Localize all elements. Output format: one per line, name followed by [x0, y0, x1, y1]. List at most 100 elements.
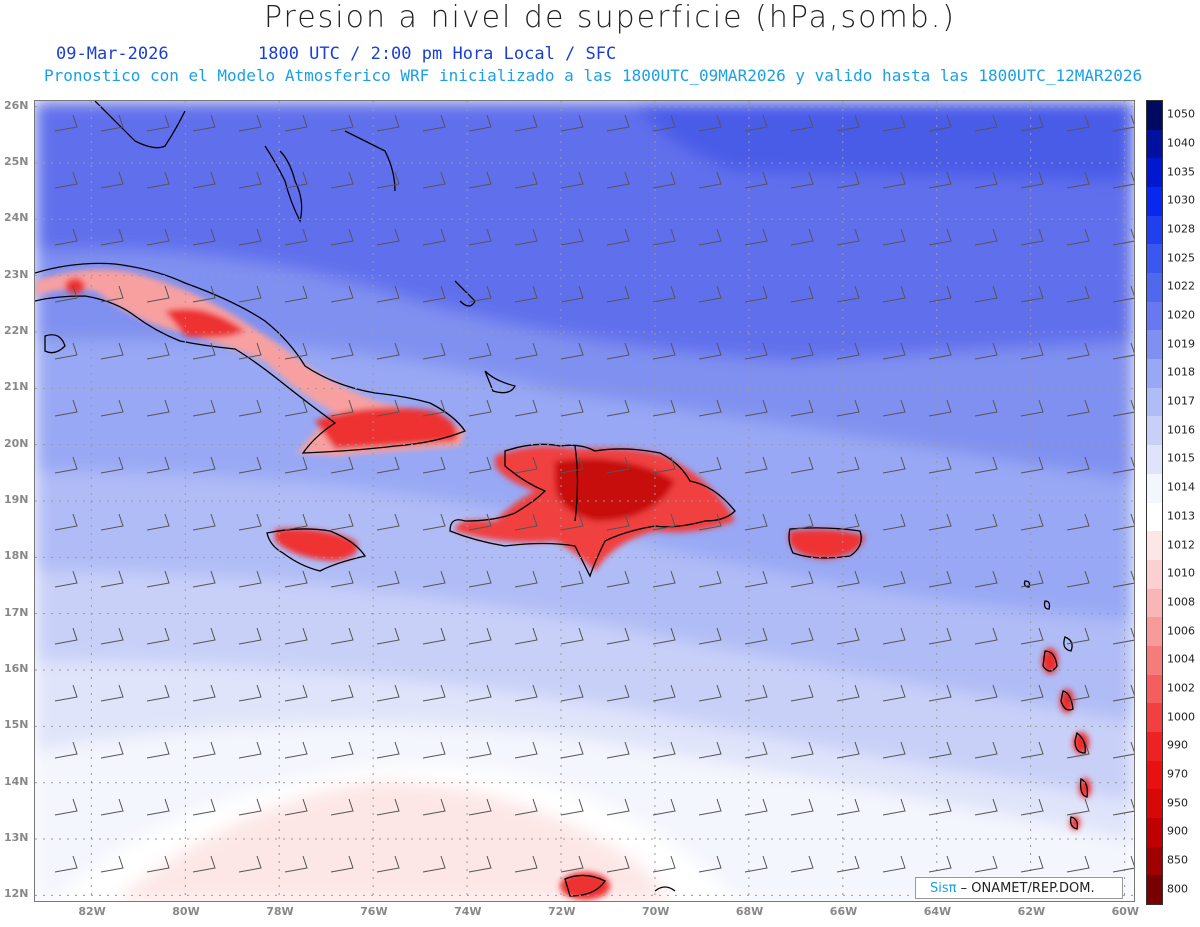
wind-barb — [422, 513, 446, 531]
wind-barb — [652, 627, 676, 645]
wind-barb — [54, 456, 78, 474]
wind-barb — [330, 684, 354, 702]
colorbar-level-label: 1028 — [1167, 222, 1195, 236]
wind-barb — [606, 570, 630, 588]
wind-barb — [698, 570, 722, 588]
wind-barb — [882, 684, 906, 702]
colorbar-level-label: 850 — [1167, 853, 1188, 867]
wind-barb — [284, 798, 308, 816]
wind-barb — [652, 171, 676, 189]
wind-barb — [974, 570, 998, 588]
wind-barb — [974, 114, 998, 132]
wind-barb — [100, 513, 124, 531]
wind-barb — [698, 285, 722, 303]
wind-barb — [514, 798, 538, 816]
wind-barb — [422, 171, 446, 189]
wind-barb — [192, 456, 216, 474]
wind-barb — [1020, 114, 1044, 132]
wind-barb — [882, 285, 906, 303]
wind-barb — [146, 342, 170, 360]
wind-barb — [1020, 627, 1044, 645]
wind-barb — [376, 342, 400, 360]
wind-barb — [836, 171, 860, 189]
wind-barb — [330, 114, 354, 132]
colorbar-cell — [1147, 158, 1162, 188]
wind-barb — [560, 741, 584, 759]
lat-tick-label: 22N — [4, 323, 29, 337]
wind-barb — [330, 627, 354, 645]
wind-barb — [146, 228, 170, 246]
wind-barb — [1066, 855, 1090, 873]
wind-barb — [422, 741, 446, 759]
wind-barb — [744, 855, 768, 873]
colorbar-cell — [1147, 416, 1162, 446]
wind-barb — [468, 684, 492, 702]
wind-barb — [1066, 570, 1090, 588]
colorbar-cell — [1147, 789, 1162, 819]
wind-barb — [606, 114, 630, 132]
time-label: 1800 UTC / 2:00 pm Hora Local / SFC — [258, 44, 617, 64]
lon-tick-label: 74W — [454, 905, 482, 918]
wind-barb — [882, 399, 906, 417]
wind-barb — [284, 114, 308, 132]
wind-barb — [238, 627, 262, 645]
wind-barb — [836, 741, 860, 759]
wind-barb — [284, 684, 308, 702]
wind-barb — [652, 399, 676, 417]
wind-barb — [1066, 627, 1090, 645]
colorbar-cell — [1147, 387, 1162, 417]
wind-barb — [790, 171, 814, 189]
wind-barb — [698, 171, 722, 189]
wind-barb — [698, 114, 722, 132]
wind-barb — [1112, 798, 1134, 816]
lon-tick-label: 72W — [548, 905, 576, 918]
wind-barb — [790, 342, 814, 360]
lat-tick-label: 13N — [4, 831, 29, 845]
wind-barb — [284, 228, 308, 246]
wind-barb — [468, 399, 492, 417]
wind-barb — [1020, 570, 1044, 588]
wind-barb — [422, 570, 446, 588]
wind-barb — [146, 741, 170, 759]
colorbar-cell — [1147, 101, 1162, 131]
wind-barb — [1066, 741, 1090, 759]
wind-barb — [1112, 342, 1134, 360]
wind-barb — [1112, 627, 1134, 645]
wind-barb — [514, 399, 538, 417]
wind-barb — [192, 798, 216, 816]
wind-barb — [928, 513, 952, 531]
wind-barb — [468, 570, 492, 588]
wind-barb — [744, 456, 768, 474]
wind-barb — [100, 684, 124, 702]
wind-barb — [422, 399, 446, 417]
wind-barb — [928, 570, 952, 588]
pressure-map — [35, 101, 1134, 901]
wind-barb — [744, 285, 768, 303]
wind-barb — [606, 513, 630, 531]
wind-barb — [606, 798, 630, 816]
colorbar-cell — [1147, 330, 1162, 360]
wind-barb — [54, 285, 78, 303]
wind-barb — [192, 627, 216, 645]
colorbar-cell — [1147, 846, 1162, 876]
lat-tick-label: 14N — [4, 774, 29, 788]
wind-barb — [238, 798, 262, 816]
wind-barb — [606, 285, 630, 303]
wind-barb — [882, 570, 906, 588]
wind-barb — [744, 741, 768, 759]
wind-barb — [192, 513, 216, 531]
wind-barb — [1112, 114, 1134, 132]
wind-barb — [54, 741, 78, 759]
wind-barb — [928, 114, 952, 132]
wind-barb — [1112, 399, 1134, 417]
lat-tick-label: 15N — [4, 718, 29, 732]
chart-title: Presion a nivel de superficie (hPa,somb.… — [263, 0, 957, 35]
wind-barbs — [54, 114, 1134, 873]
wind-barb — [1020, 285, 1044, 303]
wind-barb — [146, 798, 170, 816]
wind-barb — [560, 570, 584, 588]
wind-barb — [468, 171, 492, 189]
wind-barb — [560, 114, 584, 132]
wind-barb — [1112, 513, 1134, 531]
wind-barb — [790, 399, 814, 417]
